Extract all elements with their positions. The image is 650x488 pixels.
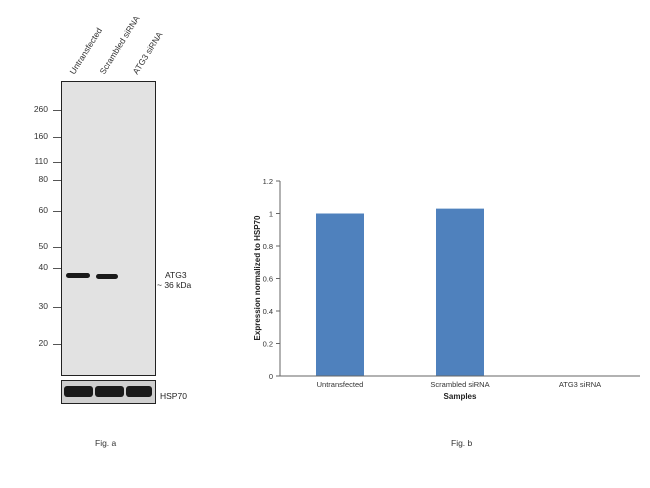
hsp70-band-lane-3 [126,386,152,397]
y-tick-label: 0 [269,372,273,381]
atg3-band-lane-1 [66,273,90,278]
target-label: ATG3 [165,270,187,280]
tick-30 [53,307,61,308]
tick-160 [53,137,61,138]
tick-40 [53,268,61,269]
tick-110 [53,162,61,163]
figure-b-caption: Fig. b [451,438,473,448]
y-tick-label: 1 [269,210,273,219]
x-tick-label: ATG3 siRNA [559,380,601,389]
x-axis: Untransfected Scrambled siRNA ATG3 siRNA [280,375,640,389]
y-axis-label: Expression normalized to HSP70 [253,215,262,340]
tick-260 [53,110,61,111]
y-tick-label: 0.4 [263,307,273,316]
marker-40: 40 [38,262,48,272]
x-axis-label: Samples [444,392,477,401]
marker-160: 160 [33,131,48,141]
y-tick-label: 0.2 [263,340,273,349]
tick-20 [53,344,61,345]
marker-20: 20 [38,338,48,348]
y-tick-label: 0.8 [263,242,273,251]
hsp70-band-lane-1 [64,386,93,397]
y-axis: 0 0.2 0.4 0.6 0.8 1 1.2 [263,177,281,381]
target-size-label: ~ 36 kDa [157,280,192,290]
tick-80 [53,180,61,181]
marker-80: 80 [38,174,48,184]
bar-scrambled-sirna [436,208,484,376]
tick-50 [53,247,61,248]
loading-control-label: HSP70 [160,391,187,401]
atg3-band-lane-2 [96,274,118,279]
marker-110: 110 [34,156,48,166]
x-tick-label: Scrambled siRNA [430,380,489,389]
x-tick-label: Untransfected [317,380,364,389]
figure-a-caption: Fig. a [95,438,117,448]
marker-60: 60 [38,205,48,215]
loading-control-panel [61,380,156,404]
y-tick-label: 0.6 [263,275,273,284]
marker-50: 50 [38,241,48,251]
bar-untransfected [316,213,364,376]
western-blot-panel [61,81,156,376]
y-tick-label: 1.2 [263,177,273,186]
marker-260: 260 [33,104,48,114]
bars [316,208,484,376]
marker-30: 30 [38,301,48,311]
hsp70-band-lane-2 [95,386,124,397]
tick-60 [53,211,61,212]
